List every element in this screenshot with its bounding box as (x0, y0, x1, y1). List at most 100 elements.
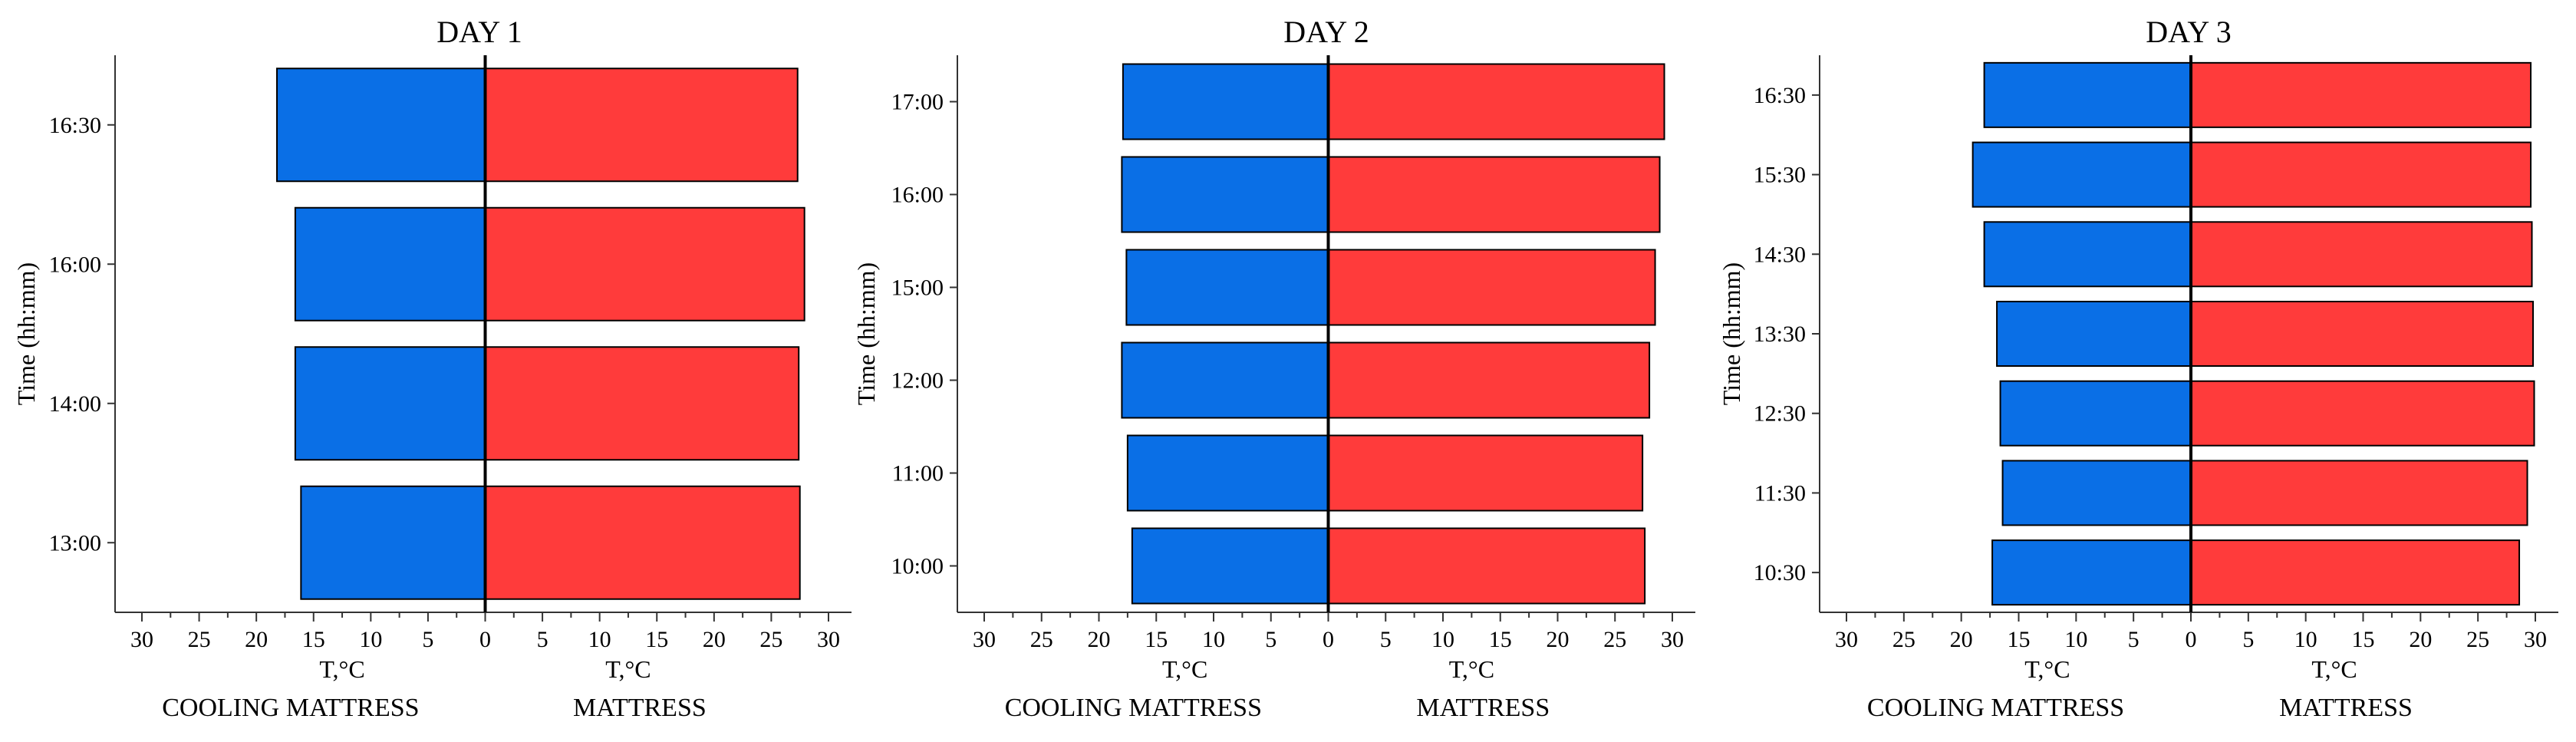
x-tick-label: 10 (1202, 627, 1225, 652)
legend-label-mattress: MATTRESS (1416, 694, 1550, 722)
bar-cooling-mattress (300, 485, 486, 600)
legend-label-cooling-mattress: COOLING MATTRESS (1867, 694, 2124, 722)
bar-cooling-mattress (1121, 156, 1329, 233)
y-tick-label: 16:30 (49, 113, 101, 138)
x-tick-label: 15 (2008, 627, 2031, 652)
chart-title: DAY 2 (1283, 15, 1369, 49)
x-tick-label: 15 (645, 627, 668, 652)
x-tick-label: 20 (1950, 627, 1973, 652)
x-tick-label: 5 (422, 627, 433, 652)
bar-mattress (1327, 156, 1661, 233)
bar-mattress (484, 206, 805, 322)
x-tick-label: 10 (2064, 627, 2087, 652)
x-tick-label: 30 (2524, 627, 2547, 652)
bar-mattress (2190, 221, 2533, 288)
y-tick-label: 14:00 (49, 391, 101, 417)
x-tick-label: 0 (479, 627, 491, 652)
legend-label-cooling-mattress: COOLING MATTRESS (1005, 694, 1262, 722)
bar-cooling-mattress (2001, 460, 2192, 526)
x-axis-label-left: T,°C (1162, 655, 1207, 683)
x-tick-label: 20 (2409, 627, 2432, 652)
x-tick-label: 25 (188, 627, 211, 652)
bar-cooling-mattress (1126, 434, 1329, 512)
chart-panel-1: DAY 1 Time (hh:mm) 13:00 14:00 16:00 16:30 30 2… (12, 15, 852, 722)
y-tick-label: 10:00 (891, 554, 944, 579)
x-tick-label: 15 (2352, 627, 2375, 652)
bar-mattress (2190, 61, 2532, 128)
y-tick-label: 13:30 (1754, 322, 1806, 347)
y-tick-label: 15:00 (891, 275, 944, 301)
x-tick-label: 5 (537, 627, 548, 652)
y-tick-label: 16:00 (891, 183, 944, 208)
bar-cooling-mattress (1999, 380, 2192, 447)
x-tick-label: 15 (302, 627, 325, 652)
y-tick-label: 13:00 (49, 530, 101, 556)
chart-panel-2: DAY 2 Time (hh:mm) 10:00 11:00 12:00 15:00 16:… (852, 15, 1695, 722)
y-tick-label: 16:30 (1754, 83, 1806, 108)
y-tick-label: 11:00 (892, 461, 944, 486)
bar-mattress (1327, 527, 1646, 605)
bar-cooling-mattress (1122, 63, 1329, 140)
x-axis-label-right: T,°C (2311, 655, 2357, 683)
x-tick-label: 5 (2242, 627, 2254, 652)
x-tick-label: 5 (1265, 627, 1276, 652)
y-tick-label: 12:00 (891, 368, 944, 394)
x-tick-label: 10 (588, 627, 611, 652)
x-tick-label: 5 (1380, 627, 1392, 652)
x-tick-label: 25 (759, 627, 782, 652)
x-tick-label: 30 (817, 627, 840, 652)
bar-cooling-mattress (294, 346, 486, 461)
y-axis-label: Time (hh:mm) (852, 262, 880, 405)
x-tick-label: 30 (1835, 627, 1858, 652)
x-tick-label: 15 (1489, 627, 1512, 652)
x-tick-label: 10 (2294, 627, 2317, 652)
x-tick-label: 30 (973, 627, 996, 652)
bar-cooling-mattress (1125, 249, 1329, 326)
x-axis-label-left: T,°C (319, 655, 364, 683)
x-tick-label: 30 (1661, 627, 1684, 652)
x-tick-label: 20 (703, 627, 726, 652)
bar-mattress (2190, 300, 2535, 368)
bar-cooling-mattress (1983, 61, 2192, 128)
bar-mattress (1327, 434, 1644, 512)
x-tick-label: 10 (1431, 627, 1454, 652)
bar-mattress (1327, 249, 1656, 326)
x-axis-label-right: T,°C (1449, 655, 1494, 683)
bar-mattress (2190, 539, 2521, 606)
y-tick-label: 14:30 (1754, 242, 1806, 267)
x-axis-label-right: T,°C (605, 655, 651, 683)
bar-cooling-mattress (1131, 527, 1329, 605)
y-tick-label: 16:00 (49, 252, 101, 277)
bar-cooling-mattress (1121, 341, 1329, 419)
chart-panel-3: DAY 3 Time (hh:mm) 10:30 11:30 12:30 13:30 14:… (1718, 15, 2558, 722)
bar-mattress (2190, 380, 2535, 447)
x-tick-label: 0 (1323, 627, 1334, 652)
legend-label-cooling-mattress: COOLING MATTRESS (162, 694, 419, 722)
x-tick-label: 10 (359, 627, 382, 652)
x-tick-label: 25 (1030, 627, 1053, 652)
x-tick-label: 0 (2186, 627, 2197, 652)
bar-mattress (1327, 63, 1665, 140)
bar-cooling-mattress (276, 68, 486, 183)
y-tick-label: 12:30 (1754, 401, 1806, 427)
x-tick-label: 25 (2466, 627, 2489, 652)
y-tick-label: 10:30 (1754, 560, 1806, 585)
y-axis-label: Time (hh:mm) (12, 262, 40, 405)
x-axis-label-left: T,°C (2024, 655, 2070, 683)
y-tick-label: 15:30 (1754, 163, 1806, 188)
x-tick-label: 25 (1603, 627, 1626, 652)
bar-cooling-mattress (1972, 141, 2192, 208)
bar-cooling-mattress (1996, 300, 2192, 368)
x-tick-label: 20 (245, 627, 268, 652)
bar-mattress (2190, 141, 2532, 208)
x-tick-label: 25 (1892, 627, 1916, 652)
x-tick-label: 20 (1547, 627, 1570, 652)
y-tick-label: 17:00 (891, 90, 944, 115)
chart-title: DAY 3 (2146, 15, 2232, 49)
x-tick-label: 5 (2128, 627, 2140, 652)
legend-label-mattress: MATTRESS (2279, 694, 2413, 722)
bar-mattress (484, 346, 800, 461)
legend-label-mattress: MATTRESS (573, 694, 707, 722)
bar-cooling-mattress (294, 206, 486, 322)
